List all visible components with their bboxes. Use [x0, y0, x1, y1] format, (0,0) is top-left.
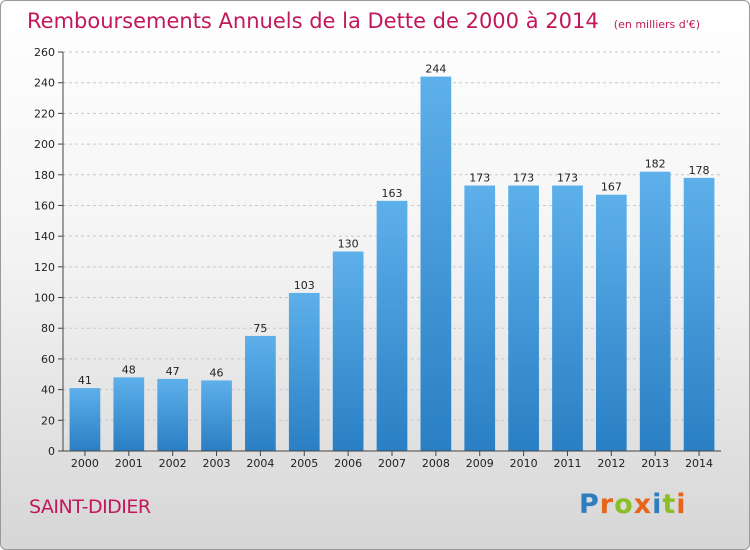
- x-tick-label: 2012: [597, 457, 625, 470]
- logo-letter: t: [662, 489, 677, 520]
- bar: [201, 380, 232, 451]
- y-tick-label: 0: [48, 445, 55, 458]
- data-label: 163: [382, 187, 403, 200]
- y-tick-label: 40: [41, 384, 55, 397]
- data-label: 130: [338, 238, 359, 251]
- y-tick-label: 260: [34, 46, 55, 59]
- data-label: 182: [645, 158, 666, 171]
- x-tick-label: 2010: [510, 457, 538, 470]
- data-label: 46: [210, 366, 224, 379]
- y-tick-label: 20: [41, 414, 55, 427]
- commune-name: SAINT-DIDIER: [29, 496, 151, 518]
- x-tick-label: 2006: [334, 457, 362, 470]
- y-tick-label: 240: [34, 77, 55, 90]
- logo-letter: i: [676, 489, 687, 520]
- data-label: 48: [122, 363, 136, 376]
- bar: [464, 185, 496, 451]
- x-tick-label: 2003: [203, 457, 231, 470]
- x-tick-label: 2005: [290, 457, 318, 470]
- bar: [332, 251, 364, 451]
- data-label: 75: [253, 322, 267, 335]
- bar: [683, 177, 715, 452]
- y-tick-label: 60: [41, 353, 55, 366]
- data-label: 47: [166, 365, 180, 378]
- title-row: Remboursements Annuels de la Dette de 20…: [27, 9, 700, 33]
- logo-letter: o: [614, 489, 634, 520]
- x-tick-label: 2009: [466, 457, 494, 470]
- x-tick-label: 2002: [159, 457, 187, 470]
- data-label: 173: [513, 172, 534, 185]
- y-tick-label: 180: [34, 169, 55, 182]
- data-label: 41: [78, 374, 92, 387]
- y-tick-label: 120: [34, 261, 55, 274]
- y-tick-label: 160: [34, 199, 55, 212]
- data-label: 178: [689, 164, 710, 177]
- x-tick-label: 2007: [378, 457, 406, 470]
- data-label: 173: [557, 172, 578, 185]
- data-label: 167: [601, 181, 622, 194]
- x-tick-label: 2014: [685, 457, 713, 470]
- bar: [157, 378, 189, 451]
- y-tick-label: 220: [34, 107, 55, 120]
- bar: [69, 388, 101, 451]
- bar: [552, 185, 583, 451]
- x-tick-label: 2000: [71, 457, 99, 470]
- bar: [288, 292, 320, 451]
- x-tick-label: 2001: [115, 457, 143, 470]
- data-label: 173: [469, 172, 490, 185]
- chart-subtitle: (en milliers d'€): [613, 18, 701, 31]
- bar: [639, 171, 671, 451]
- bar: [420, 76, 452, 452]
- bar: [376, 200, 408, 451]
- y-tick-label: 140: [34, 230, 55, 243]
- data-label: 103: [294, 279, 315, 292]
- y-tick-label: 100: [34, 292, 55, 305]
- data-label: 244: [425, 63, 446, 76]
- x-tick-label: 2004: [246, 457, 274, 470]
- logo-letter: x: [633, 489, 653, 520]
- logo-letter: P: [579, 489, 600, 520]
- proxiti-logo: Proxiti: [579, 489, 687, 520]
- bar: [113, 377, 145, 451]
- y-tick-label: 200: [34, 138, 55, 151]
- chart-title: Remboursements Annuels de la Dette de 20…: [27, 9, 599, 33]
- bar: [245, 335, 276, 451]
- x-tick-label: 2011: [553, 457, 581, 470]
- bar: [595, 194, 627, 451]
- x-tick-label: 2013: [641, 457, 669, 470]
- x-tick-label: 2008: [422, 457, 450, 470]
- bar: [508, 185, 539, 451]
- y-tick-label: 80: [41, 322, 55, 335]
- logo-letter: i: [652, 489, 663, 520]
- logo-letter: r: [599, 489, 615, 520]
